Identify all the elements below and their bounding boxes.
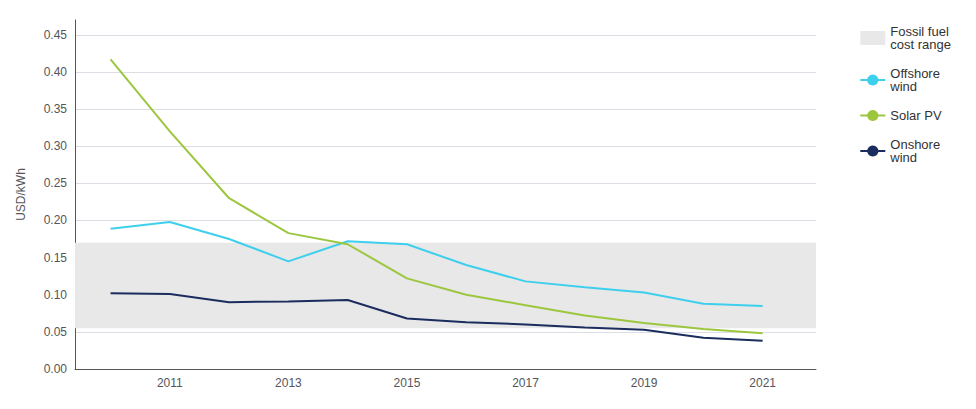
svg-text:wind: wind — [889, 150, 917, 165]
svg-text:2015: 2015 — [394, 376, 421, 390]
svg-text:2017: 2017 — [512, 376, 539, 390]
svg-text:0.00: 0.00 — [44, 362, 68, 376]
svg-text:0.20: 0.20 — [44, 213, 68, 227]
svg-text:2011: 2011 — [157, 376, 183, 390]
svg-text:0.40: 0.40 — [44, 65, 68, 79]
svg-text:2021: 2021 — [749, 376, 776, 390]
svg-text:Offshore: Offshore — [890, 66, 940, 81]
svg-text:Onshore: Onshore — [890, 137, 941, 152]
svg-text:0.10: 0.10 — [44, 288, 68, 302]
svg-text:USD/kWh: USD/kWh — [14, 168, 28, 221]
svg-text:0.25: 0.25 — [44, 176, 68, 190]
svg-text:Solar PV: Solar PV — [890, 108, 942, 123]
svg-text:0.15: 0.15 — [44, 251, 68, 265]
svg-text:2013: 2013 — [275, 376, 302, 390]
svg-text:0.30: 0.30 — [44, 139, 68, 153]
svg-text:Fossil fuel: Fossil fuel — [890, 24, 949, 39]
svg-text:wind: wind — [889, 79, 917, 94]
svg-text:0.35: 0.35 — [44, 102, 68, 116]
svg-text:2019: 2019 — [631, 376, 658, 390]
svg-text:0.45: 0.45 — [44, 28, 68, 42]
svg-text:0.05: 0.05 — [44, 325, 68, 339]
svg-text:cost range: cost range — [890, 37, 951, 52]
